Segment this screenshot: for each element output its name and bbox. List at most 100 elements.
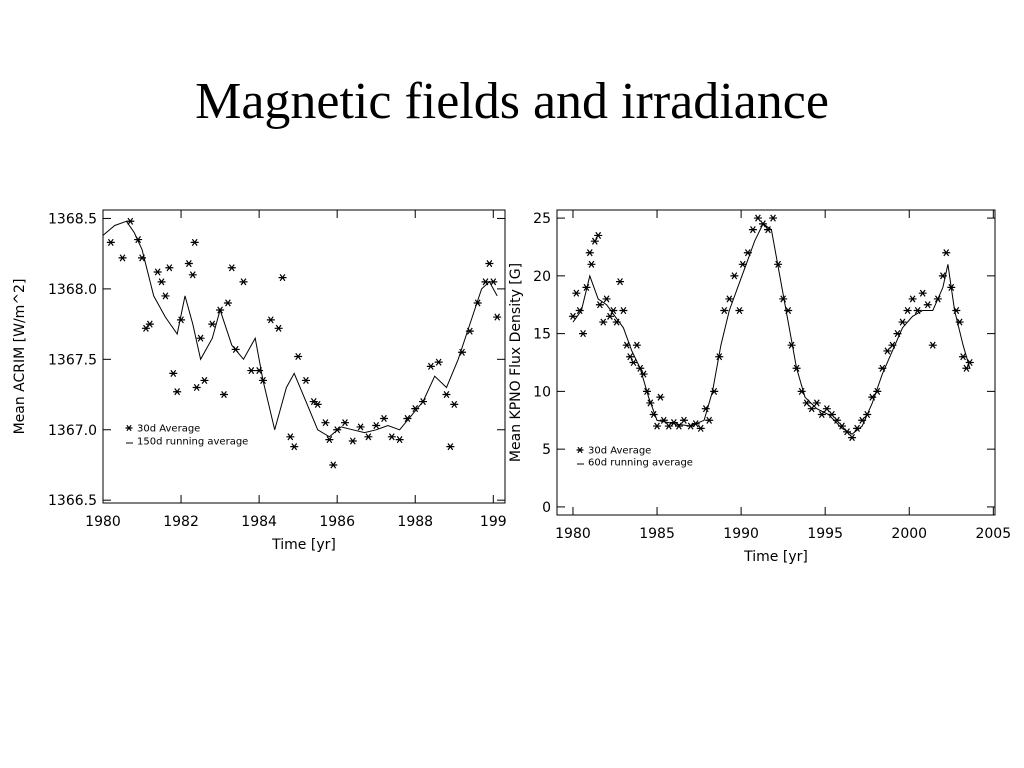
data-point (395, 436, 404, 444)
data-point (247, 367, 256, 375)
data-point (426, 362, 435, 370)
x-tick-label: 1985 (639, 526, 675, 542)
y-tick-label: 1368.5 (48, 211, 97, 227)
data-point (653, 422, 662, 430)
x-tick-label: 1995 (807, 526, 843, 542)
data-point (161, 292, 170, 300)
data-point (329, 461, 338, 469)
x-tick-label: 1984 (241, 514, 277, 530)
y-tick-label: 25 (533, 211, 551, 227)
data-point (227, 264, 236, 272)
data-point (200, 376, 209, 385)
data-point (594, 231, 603, 239)
y-tick-label: 1367.5 (48, 352, 97, 368)
data-point (908, 295, 917, 303)
data-point (348, 437, 357, 445)
data-point (626, 353, 635, 361)
data-point (923, 301, 932, 309)
data-point (701, 405, 710, 413)
data-point (442, 390, 451, 399)
data-point (403, 414, 412, 423)
data-point (489, 278, 498, 286)
data-point (720, 306, 729, 315)
y-axis-label: Mean KPNO Flux Density [G] (508, 263, 524, 462)
plot-frame (102, 209, 506, 504)
data-point (679, 416, 688, 424)
data-point (387, 433, 396, 441)
x-tick-label: 1980 (555, 526, 591, 542)
data-point (309, 398, 318, 406)
data-point (605, 312, 614, 320)
data-point (883, 347, 892, 355)
data-point (585, 249, 594, 257)
legend-label: 30d Average (137, 424, 200, 435)
data-point (493, 313, 502, 321)
data-point (735, 306, 744, 315)
y-tick-label: 1367.0 (48, 423, 97, 439)
data-point (602, 295, 611, 303)
data-point (595, 301, 604, 309)
data-point (106, 238, 115, 246)
data-point (364, 433, 373, 441)
data-point (274, 324, 283, 332)
data-point (572, 289, 581, 297)
data-point (705, 416, 714, 424)
data-line (102, 220, 498, 438)
data-point (219, 390, 228, 399)
data-point (942, 249, 951, 257)
x-tick-label: 199 (480, 514, 507, 530)
data-point (656, 393, 665, 401)
y-tick-label: 1366.5 (48, 493, 97, 509)
y-tick-label: 1368.0 (48, 282, 97, 298)
data-point (145, 320, 154, 328)
data-point (807, 405, 816, 413)
y-tick-label: 10 (533, 384, 551, 400)
x-tick-label: 1982 (163, 514, 199, 530)
x-tick-label: 1980 (85, 514, 121, 530)
data-point (290, 443, 299, 451)
data-point (918, 289, 927, 297)
data-point (380, 414, 389, 423)
data-point (286, 433, 295, 441)
data-point (190, 238, 199, 246)
data-point (313, 400, 322, 408)
data-point (599, 318, 608, 326)
data-point (325, 436, 334, 444)
data-point (587, 260, 596, 268)
data-point (616, 278, 625, 286)
x-axis-label: Time [yr] (743, 549, 808, 565)
x-tick-label: 2005 (975, 526, 1011, 542)
x-tick-label: 1986 (319, 514, 355, 530)
plot-frame (556, 209, 996, 516)
y-tick-label: 20 (533, 269, 551, 285)
data-point (769, 214, 778, 222)
y-tick-label: 5 (542, 442, 551, 458)
data-point (266, 316, 275, 324)
data-point (450, 400, 459, 408)
data-point (192, 383, 201, 392)
data-point (962, 364, 971, 372)
legend-label: 60d running average (588, 458, 693, 469)
data-point (797, 387, 806, 395)
data-point (664, 422, 673, 430)
data-point (965, 358, 974, 367)
x-tick-label: 1990 (723, 526, 759, 542)
data-point (843, 428, 852, 436)
x-tick-label: 1988 (397, 514, 433, 530)
data-point (485, 259, 494, 268)
data-point (822, 405, 831, 413)
data-point (239, 278, 248, 286)
data-point (294, 352, 303, 361)
data-point (928, 341, 937, 349)
data-point (434, 358, 443, 366)
data-point (157, 278, 166, 286)
data-point (848, 434, 857, 442)
data-point (278, 274, 287, 282)
y-tick-label: 15 (533, 327, 551, 343)
x-axis-label: Time [yr] (271, 537, 336, 553)
data-point (372, 421, 381, 430)
data-point (748, 226, 757, 234)
data-line (572, 223, 971, 435)
